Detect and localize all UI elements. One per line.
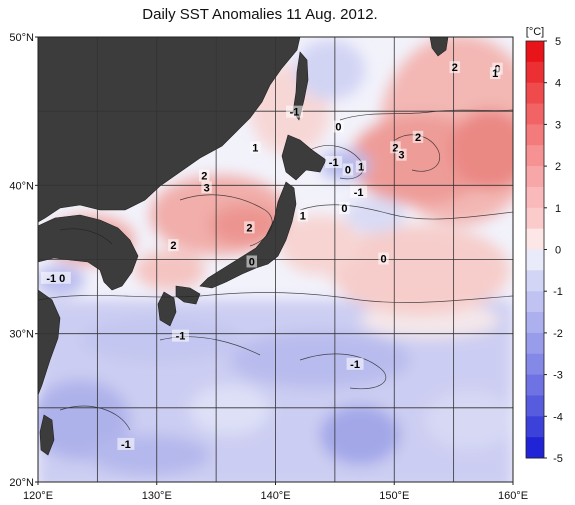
colorbar-tick-label: 0 [555, 245, 561, 257]
longitude-label: 120°E [23, 490, 53, 502]
contour-label: 3 [398, 150, 404, 162]
colorbar-tick-label: -2 [553, 328, 563, 340]
contour-label: 2 [415, 132, 421, 144]
contour-label-bg [244, 221, 255, 234]
contour-label-bg [246, 255, 257, 268]
contour-label-bg [342, 163, 354, 176]
colorbar-swatch [526, 207, 544, 230]
colorbar-swatch [526, 41, 544, 63]
colorbar-swatch [526, 82, 544, 105]
contour-label: 2 [392, 142, 398, 154]
contour-label: 1 [358, 162, 364, 174]
latitude-label: 30°N [9, 329, 34, 341]
contour-label: -1 [354, 187, 364, 199]
colorbar-swatch [526, 61, 544, 84]
contour-label: 2 [246, 222, 252, 234]
contour-label: 2 [452, 62, 458, 74]
contour-label-bg [378, 252, 389, 265]
contour-label-bg [489, 67, 501, 80]
colorbar: [°C] 5 4 3 2 1 0 -1 -2 -3 -4 -5 [525, 26, 563, 465]
colorbar-swatch [526, 312, 544, 334]
graticule [38, 37, 513, 482]
colorbar-swatch [526, 395, 544, 417]
latitude-label: 20°N [9, 477, 34, 489]
contour-label-bg [286, 105, 303, 118]
colorbar-swatch [526, 166, 544, 188]
contour-label-bg [172, 329, 189, 342]
contour-label: 3 [204, 182, 210, 194]
colorbar-swatch [526, 353, 544, 376]
latitude-label: 50°N [9, 32, 34, 44]
colorbar-swatch [526, 332, 544, 355]
contour-label-bg [40, 271, 71, 284]
contour-label-bg [168, 239, 179, 252]
latitude-label: 40°N [9, 180, 34, 192]
contour-label-bg [199, 169, 210, 182]
colorbar-unit: [°C] [526, 26, 544, 38]
colorbar-swatch [526, 291, 544, 313]
contour-label: 0 [345, 165, 351, 177]
contour-label-bg [297, 209, 309, 222]
colorbar-swatch [526, 124, 544, 146]
contour-label-bg [117, 437, 135, 450]
contour-label-bg [390, 141, 401, 154]
colorbar-tick-label: -3 [553, 370, 563, 382]
contour-label: -1 [290, 107, 300, 119]
colorbar-tick-label: 4 [555, 78, 561, 90]
contour-label: 0 [249, 256, 255, 268]
colorbar-swatch [526, 374, 544, 396]
colorbar-tick-label: 1 [555, 203, 561, 215]
colorbar-swatch [526, 416, 544, 438]
contour-label-bg [333, 120, 344, 133]
contour-label: -1 [329, 157, 339, 169]
contour-label-bg [449, 61, 461, 74]
contour-label: 2 [201, 170, 207, 182]
colorbar-swatch [526, 228, 544, 250]
colorbar-swatch [526, 249, 544, 271]
colorbar-tick-label: 3 [555, 119, 561, 131]
colorbar-tick-label: -4 [553, 411, 563, 423]
contour-label: 0 [335, 121, 341, 133]
colorbar-tick-label: 5 [555, 36, 561, 48]
colorbar-swatch [526, 145, 544, 167]
contour-label: 1 [252, 142, 258, 154]
colorbar-tick-label: -5 [553, 453, 563, 465]
contour-label: -1 0 [46, 273, 65, 285]
contour-label: -1 [121, 439, 131, 451]
contour-label-bg [201, 181, 212, 194]
contour-label: 0 [341, 203, 347, 215]
contour-label-bg [346, 357, 364, 370]
colorbar-swatch [526, 186, 544, 209]
anomaly-field [38, 37, 513, 482]
colorbar-tick-label: 2 [555, 161, 561, 173]
contour-label: 1 [300, 210, 306, 222]
contour-label: -1 [176, 331, 186, 343]
colorbar-swatch [526, 270, 544, 292]
longitude-label: 150°E [379, 490, 409, 502]
contour-label-bg [250, 141, 261, 154]
contour-label-bg [325, 156, 343, 169]
contour-label-bg [350, 185, 368, 198]
contour-label-bg [396, 148, 407, 161]
longitude-label: 160°E [498, 490, 528, 502]
longitude-label: 140°E [260, 490, 290, 502]
contour-label: -1 [350, 359, 360, 371]
colorbar-tick-label: -1 [553, 286, 563, 298]
map-title: Daily SST Anomalies 11 Aug. 2012. [142, 6, 378, 23]
contour-label: 1 [492, 68, 498, 80]
longitude-label: 130°E [142, 490, 172, 502]
contour-label-bg [412, 130, 424, 143]
colorbar-swatch [526, 103, 544, 125]
colorbar-swatch [526, 437, 544, 459]
contour-label-bg [355, 160, 367, 173]
contour-label-bg [339, 202, 350, 215]
contour-label: 2 [170, 240, 176, 252]
landmass [38, 37, 449, 456]
contour-label: 0 [381, 254, 387, 266]
